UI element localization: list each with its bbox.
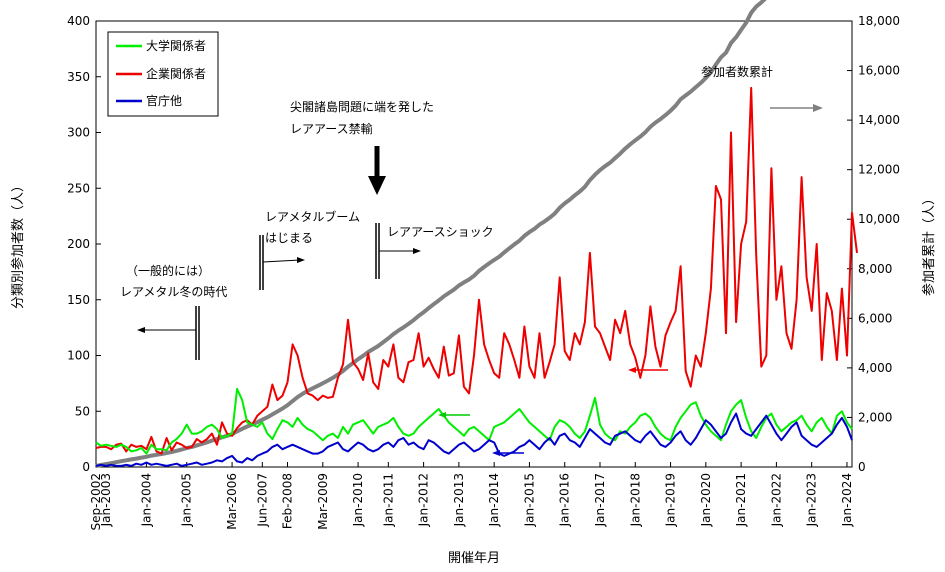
era4-arrow-head	[368, 176, 386, 195]
era3-annotation: レアアースショック	[387, 225, 494, 239]
legend-label-univ: 大学関係者	[146, 38, 206, 53]
era4-annotation-line2: レアアース禁輸	[290, 121, 373, 136]
x-tick-label: Mar-2006	[225, 473, 239, 530]
x-tick-label: Jan-2012	[417, 473, 431, 527]
right-tick-label: 8,000	[858, 262, 892, 276]
x-tick-label: Jan-2021	[734, 473, 748, 527]
x-tick-label: Jan-2005	[180, 473, 194, 527]
right-tick-label: 0	[858, 460, 866, 474]
cumulative-annotation: 参加者数累計	[701, 64, 773, 79]
era1-annotation-line1: （一般的には）	[126, 263, 210, 278]
univ-axis-pointer-head	[438, 412, 446, 418]
legend: 大学関係者 企業関係者 官庁他	[107, 31, 219, 117]
series-layer	[95, 0, 858, 468]
y-axis-left-title: 分類別参加者数（人）	[10, 179, 26, 309]
gov-axis-pointer-head	[492, 450, 500, 456]
right-tick-label: 6,000	[858, 311, 892, 325]
x-tick-label: Jan-2014	[487, 473, 501, 527]
x-tick-label: Jan-2017	[593, 473, 607, 527]
x-tick-label: Jan-2015	[522, 473, 536, 527]
left-tick-label: 350	[67, 70, 90, 84]
left-tick-label: 150	[67, 293, 90, 307]
corp-axis-pointer-head	[628, 367, 636, 373]
era2-arrow-head	[297, 257, 305, 263]
right-tick-label: 12,000	[858, 163, 900, 177]
cumulative-pointer-head	[813, 104, 823, 112]
right-tick-label: 16,000	[858, 64, 900, 78]
series-univ-line	[95, 387, 853, 455]
left-tick-label: 0	[82, 460, 90, 474]
x-tick-label: Jan-2022	[769, 473, 783, 527]
left-tick-label: 300	[67, 126, 90, 140]
x-tick-label: Jan-2011	[381, 473, 395, 527]
x-tick-label: Jan-2003	[99, 473, 113, 527]
x-tick-label: Jan-2023	[805, 473, 819, 527]
left-tick-label: 100	[67, 349, 90, 363]
era2-annotation-line2: はじまる	[265, 231, 313, 245]
left-tick-label: 400	[67, 14, 90, 28]
x-tick-label: Jan-2019	[664, 473, 678, 527]
x-tick-label: Jan-2013	[452, 473, 466, 527]
x-tick-label: Jan-2016	[558, 473, 572, 527]
series-corp-line	[95, 86, 858, 455]
y-axis-right-title: 参加者累計（人）	[921, 192, 937, 296]
x-tick-label: Jan-2020	[699, 473, 713, 527]
left-tick-label: 50	[75, 404, 90, 418]
era1-arrow-head	[137, 327, 145, 333]
left-axis-ticks: 0 50 100 150 200 250 300 350 400	[67, 14, 101, 474]
x-tick-label: Feb-2008	[281, 473, 295, 529]
left-tick-label: 250	[67, 181, 90, 195]
era2-annotation-line1: レアメタルブーム	[265, 209, 360, 224]
era1-annotation-line2: レアメタル冬の時代	[120, 284, 227, 299]
right-tick-label: 2,000	[858, 410, 892, 424]
x-tick-label: Jan-2010	[351, 473, 365, 527]
annotation-markers	[137, 104, 823, 456]
x-tick-label: Jan-2018	[628, 473, 642, 527]
series-gov-line	[95, 412, 853, 467]
legend-label-gov: 官庁他	[146, 93, 182, 108]
era2-arrow-line	[262, 259, 301, 263]
era4-annotation-line1: 尖閣諸島問題に端を発した	[290, 99, 434, 114]
x-tick-label: Jan-2024	[840, 473, 854, 527]
x-tick-label: Jun-2007	[255, 473, 269, 528]
right-tick-label: 4,000	[858, 361, 892, 375]
x-axis-title: 開催年月	[448, 551, 500, 566]
x-tick-label: Sep-2002	[89, 473, 103, 531]
left-tick-label: 200	[67, 237, 90, 251]
right-axis-ticks: 0 2,000 4,000 6,000 8,000 10,000 12,000 14,000 1…	[847, 14, 900, 474]
x-tick-label: Mar-2009	[316, 473, 330, 530]
right-tick-label: 14,000	[858, 113, 900, 127]
right-tick-label: 10,000	[858, 212, 900, 226]
x-tick-label: Jan-2004	[139, 473, 153, 527]
right-tick-label: 18,000	[858, 14, 900, 28]
legend-label-corp: 企業関係者	[146, 66, 206, 81]
era3-arrow-head	[413, 248, 421, 254]
